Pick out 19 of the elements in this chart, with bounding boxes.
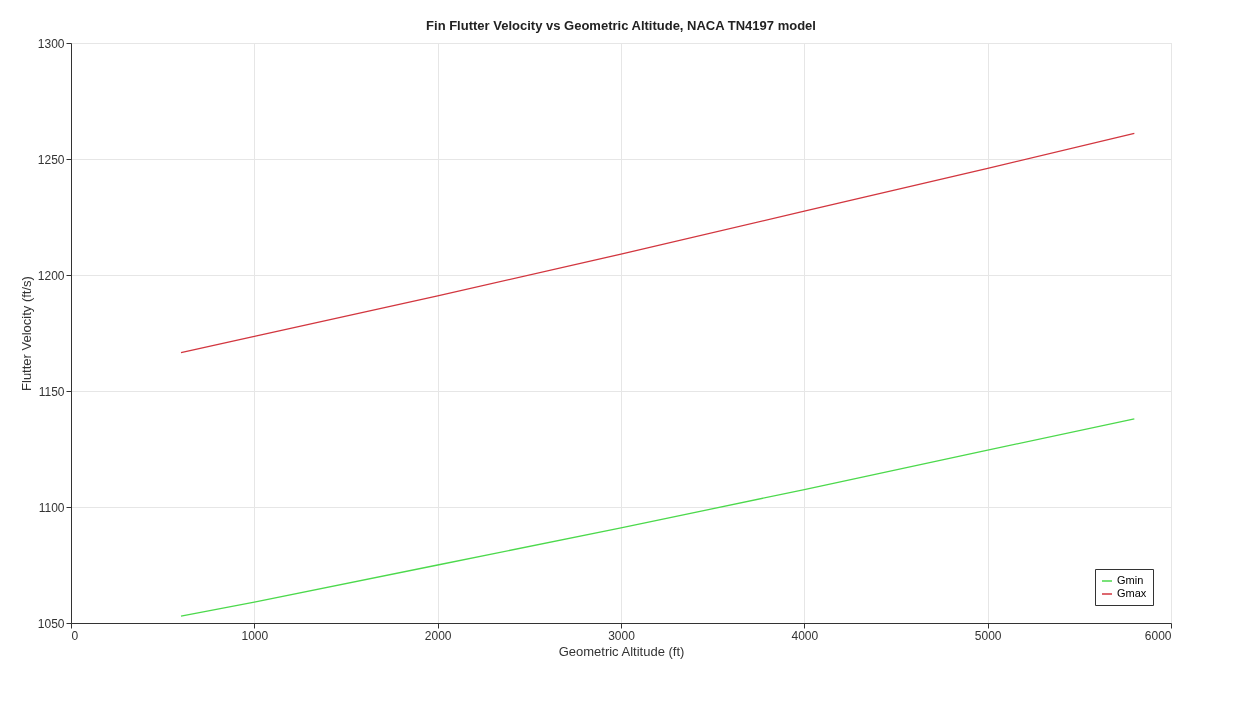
y-tick-label: 1250 xyxy=(37,152,65,167)
x-axis-title: Geometric Altitude (ft) xyxy=(558,643,685,659)
legend-label: Gmax xyxy=(1117,587,1147,599)
x-tick-label: 5000 xyxy=(974,628,1002,643)
x-tick-label: 6000 xyxy=(1144,628,1172,643)
x-tick-label: 1000 xyxy=(241,628,269,643)
line-series xyxy=(180,132,1135,354)
x-tick-label: 4000 xyxy=(791,628,819,643)
y-tick-label: 1050 xyxy=(37,616,65,631)
y-tick-label: 1150 xyxy=(38,384,65,399)
chart-title: Fin Flutter Velocity vs Geometric Altitude, NACA TN4197 model xyxy=(426,18,816,33)
y-tick-label: 1100 xyxy=(38,500,65,515)
y-tick-label: 1200 xyxy=(37,268,65,283)
x-tick-label: 2000 xyxy=(424,628,452,643)
x-tick-label: 0 xyxy=(71,628,79,643)
legend-label: Gmin xyxy=(1117,574,1144,586)
x-tick-label: 3000 xyxy=(608,628,636,643)
y-axis-title: Flutter Velocity (ft/s) xyxy=(18,276,34,391)
y-tick-label: 1300 xyxy=(37,36,65,51)
